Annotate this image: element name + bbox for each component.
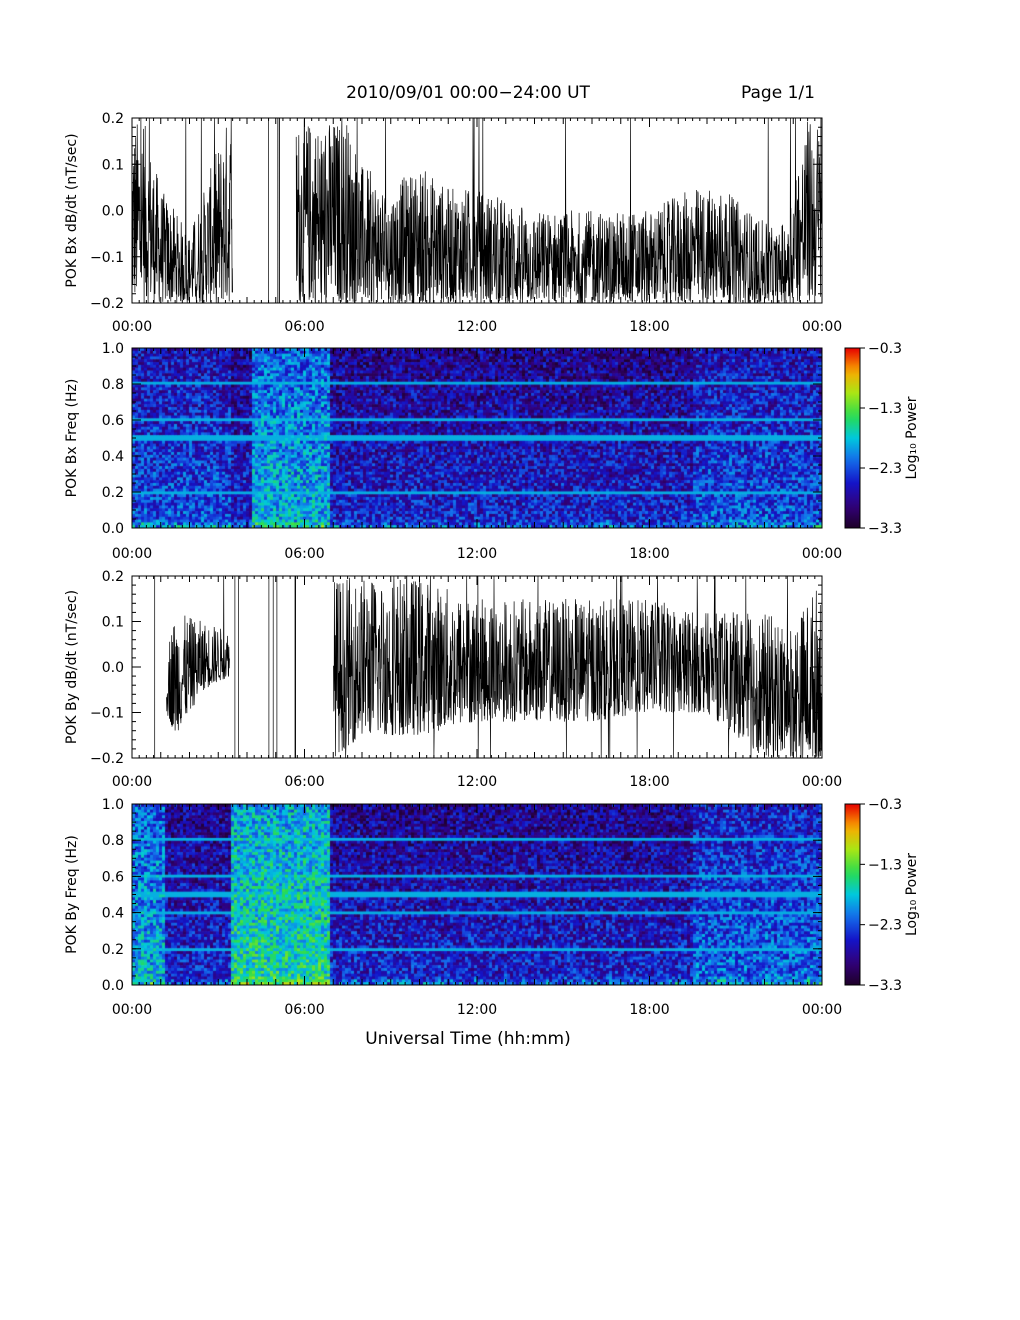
x-tick-label: 00:00: [802, 1002, 842, 1018]
y-tick-label: 0.6: [102, 869, 124, 885]
x-axis-label: Universal Time (hh:mm): [365, 1029, 571, 1049]
y-tick-label: 0.4: [102, 906, 124, 922]
y-tick-label: 0.0: [102, 660, 124, 676]
x-tick-label: 12:00: [457, 546, 497, 562]
y-axis-label: POK Bx dB/dt (nT/sec): [64, 133, 80, 287]
x-tick-label: 18:00: [629, 774, 669, 790]
plot-frame: [131, 347, 823, 529]
y-tick-label: 0.0: [102, 204, 124, 220]
x-tick-label: 06:00: [284, 774, 324, 790]
x-tick-label: 00:00: [112, 774, 152, 790]
y-tick-label: 0.4: [102, 449, 124, 465]
y-tick-label: 0.1: [102, 615, 124, 631]
colorbar-tick-label: −0.3: [868, 797, 902, 813]
colorbar-tick-label: −0.3: [868, 341, 902, 357]
y-tick-label: 0.8: [102, 833, 124, 849]
x-tick-label: 18:00: [629, 546, 669, 562]
x-tick-label: 00:00: [802, 546, 842, 562]
y-tick-label: 0.0: [102, 978, 124, 994]
y-tick-label: 0.2: [102, 485, 124, 501]
colorbar-tick-label: −2.3: [868, 461, 902, 477]
y-tick-label: −0.1: [90, 706, 124, 722]
x-tick-label: 00:00: [112, 319, 152, 335]
x-tick-label: 12:00: [457, 1002, 497, 1018]
colorbar-label: Log₁₀ Power: [904, 853, 920, 936]
y-tick-label: 1.0: [102, 797, 124, 813]
y-tick-label: 1.0: [102, 341, 124, 357]
bx-spectrogram-panel: 1.0 0.8 0.6 0.4 0.2 0.0 POK Bx Freq (Hz) 00:00 0…: [64, 341, 920, 562]
plot-frame: [131, 803, 823, 986]
colorbar-label: Log₁₀ Power: [904, 396, 920, 479]
x-tick-label: 00:00: [112, 1002, 152, 1018]
colorbar-tick-label: −1.3: [868, 857, 902, 873]
y-tick-label: 0.8: [102, 377, 124, 393]
y-axis-label: POK By Freq (Hz): [64, 835, 80, 954]
plot-frame: [131, 117, 823, 304]
by-dbdt-panel: 0.2 0.1 0.0 −0.1 −0.2 POK By dB/dt (nT/sec) 00…: [64, 569, 842, 790]
colorbar-tick-label: −1.3: [868, 401, 902, 417]
dbdt-trace: [131, 117, 823, 304]
colorbar-tick-label: −3.3: [868, 978, 902, 994]
x-tick-label: 18:00: [629, 319, 669, 335]
dbdt-trace: [154, 575, 823, 759]
x-tick-label: 00:00: [802, 774, 842, 790]
by-spectrogram-panel: 1.0 0.8 0.6 0.4 0.2 0.0 POK By Freq (Hz) 00:00 0…: [64, 797, 920, 1018]
y-tick-label: −0.2: [90, 751, 124, 767]
x-tick-label: 12:00: [457, 319, 497, 335]
page-indicator: Page 1/1: [741, 83, 815, 103]
colorbar: [844, 803, 861, 986]
spectrogram-image: [132, 348, 822, 528]
x-tick-label: 06:00: [284, 319, 324, 335]
colorbar-tick-label: −2.3: [868, 918, 902, 934]
y-axis-label: POK By dB/dt (nT/sec): [64, 590, 80, 744]
plot-frame: [131, 575, 823, 759]
x-tick-label: 06:00: [284, 546, 324, 562]
y-tick-label: 0.1: [102, 157, 124, 173]
colorbar: [844, 347, 861, 529]
colorbar-tick-label: −3.3: [868, 521, 902, 537]
y-axis-label: POK Bx Freq (Hz): [64, 379, 80, 498]
spectrogram-image: [132, 804, 822, 985]
x-tick-label: 00:00: [112, 546, 152, 562]
y-tick-label: 0.2: [102, 569, 124, 585]
y-tick-label: 0.2: [102, 942, 124, 958]
x-tick-label: 18:00: [629, 1002, 669, 1018]
y-tick-label: −0.2: [90, 296, 124, 312]
x-tick-label: 12:00: [457, 774, 497, 790]
y-tick-label: 0.6: [102, 413, 124, 429]
y-tick-label: −0.1: [90, 250, 124, 266]
x-tick-label: 00:00: [802, 319, 842, 335]
x-tick-label: 06:00: [284, 1002, 324, 1018]
bx-dbdt-panel: 0.2 0.1 0.0 −0.1 −0.2 POK Bx dB/dt (nT/sec) 00…: [64, 111, 842, 335]
figure-title: 2010/09/01 00:00−24:00 UT: [346, 83, 590, 103]
y-tick-label: 0.0: [102, 521, 124, 537]
y-tick-label: 0.2: [102, 111, 124, 127]
